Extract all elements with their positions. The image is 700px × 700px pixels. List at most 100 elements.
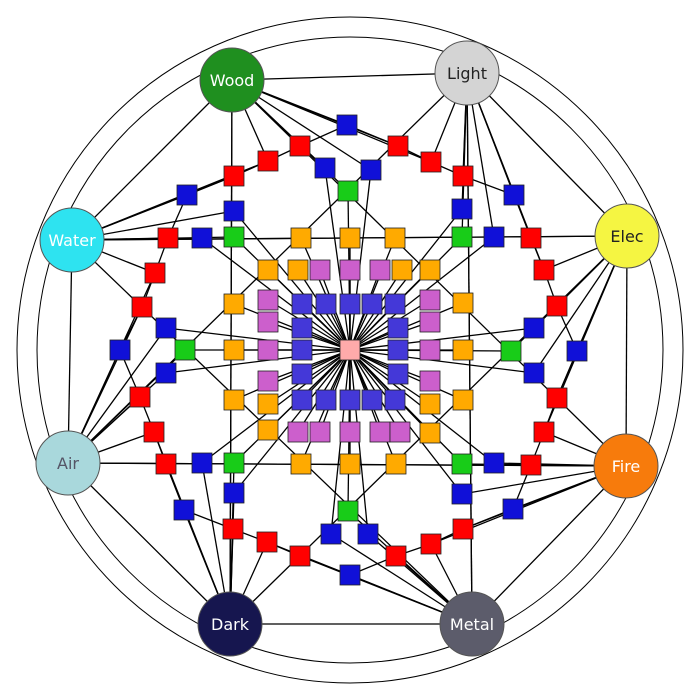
element-circle <box>594 203 660 269</box>
blue-combination-square <box>191 227 213 249</box>
blue-combination-square <box>155 317 177 339</box>
element-label: Air <box>57 454 79 473</box>
red-combination-square <box>452 518 474 540</box>
orange-combination-square <box>452 339 474 361</box>
blue-combination-square <box>176 184 198 206</box>
blue-combination-square <box>360 159 382 181</box>
element-nodes: Wood Light Elec Fire Metal Dark Air Water <box>35 40 660 657</box>
element-circle <box>434 40 500 106</box>
indigo-combination-square <box>361 389 383 411</box>
blue-combination-square <box>566 340 588 362</box>
blue-combination-square <box>339 564 361 586</box>
connection-line <box>233 236 351 351</box>
blue-combination-square <box>523 317 545 339</box>
indigo-combination-square <box>384 389 406 411</box>
green-combination-square <box>500 340 522 362</box>
violet-combination-square <box>339 259 361 281</box>
red-combination-square <box>131 296 153 318</box>
red-combination-square <box>257 150 279 172</box>
element-node-water: Water <box>39 207 105 273</box>
green-combination-square <box>451 453 473 475</box>
connection-line <box>471 465 627 625</box>
blue-combination-square <box>173 499 195 521</box>
connection-line <box>67 239 73 464</box>
element-label: Dark <box>211 615 250 634</box>
element-circle <box>199 47 265 113</box>
red-combination-square <box>546 387 568 409</box>
element-node-fire: Fire <box>593 433 659 499</box>
orange-combination-square <box>290 227 312 249</box>
indigo-combination-square <box>291 293 313 315</box>
orange-combination-square <box>287 259 309 281</box>
indigo-combination-square <box>387 339 409 361</box>
element-node-dark: Dark <box>197 591 263 657</box>
blue-combination-square <box>191 452 213 474</box>
red-combination-square <box>546 295 568 317</box>
red-combination-square <box>289 135 311 157</box>
element-node-metal: Metal <box>439 591 505 657</box>
violet-combination-square <box>287 421 309 443</box>
green-combination-square <box>451 226 473 248</box>
indigo-combination-square <box>361 293 383 315</box>
orange-combination-square <box>257 393 279 415</box>
element-label: Light <box>447 64 487 83</box>
violet-combination-square <box>257 311 279 333</box>
blue-combination-square <box>109 339 131 361</box>
blue-combination-square <box>483 226 505 248</box>
indigo-combination-square <box>384 293 406 315</box>
violet-combination-square <box>419 339 441 361</box>
orange-combination-square <box>339 453 361 475</box>
red-combination-square <box>385 545 407 567</box>
red-combination-square <box>256 531 278 553</box>
blue-combination-square <box>523 362 545 384</box>
violet-combination-square <box>257 289 279 311</box>
red-combination-square <box>452 165 474 187</box>
orange-combination-square <box>384 227 406 249</box>
red-combination-square <box>387 135 409 157</box>
green-combination-square <box>223 452 245 474</box>
element-node-light: Light <box>434 40 500 106</box>
element-circle <box>439 591 505 657</box>
orange-combination-square <box>452 292 474 314</box>
connection-line <box>349 236 463 351</box>
violet-combination-square <box>369 421 391 443</box>
violet-combination-square <box>309 259 331 281</box>
red-combination-square <box>533 421 555 443</box>
element-circle <box>39 207 105 273</box>
indigo-combination-square <box>291 363 313 385</box>
red-combination-square <box>143 421 165 443</box>
orange-combination-square <box>290 453 312 475</box>
red-combination-square <box>520 227 542 249</box>
element-label: Elec <box>610 227 643 246</box>
connection-line <box>349 327 535 351</box>
outer-rings <box>16 16 684 684</box>
violet-combination-square <box>257 370 279 392</box>
blue-combination-square <box>336 114 358 136</box>
center-square <box>339 339 361 361</box>
blue-combination-square <box>155 362 177 384</box>
blue-combination-square <box>502 498 524 520</box>
indigo-combination-square <box>339 293 361 315</box>
element-node-air: Air <box>35 430 101 496</box>
violet-combination-square <box>419 311 441 333</box>
red-combination-square <box>223 165 245 187</box>
orange-combination-square <box>339 227 361 249</box>
violet-combination-square <box>389 421 411 443</box>
blue-combination-square <box>451 483 473 505</box>
blue-combination-square <box>451 198 473 220</box>
connection-line <box>165 327 351 351</box>
violet-combination-square <box>369 259 391 281</box>
element-node-elec: Elec <box>594 203 660 269</box>
red-combination-square <box>157 227 179 249</box>
element-label: Metal <box>450 615 494 634</box>
indigo-combination-square <box>291 317 313 339</box>
element-label: Wood <box>210 71 255 90</box>
connection-line <box>71 79 233 241</box>
green-combination-square <box>337 500 359 522</box>
connection-line <box>233 210 351 351</box>
connection-line <box>324 167 351 351</box>
outer-ring <box>16 16 684 684</box>
indigo-combination-square <box>315 293 337 315</box>
orange-combination-square <box>419 422 441 444</box>
